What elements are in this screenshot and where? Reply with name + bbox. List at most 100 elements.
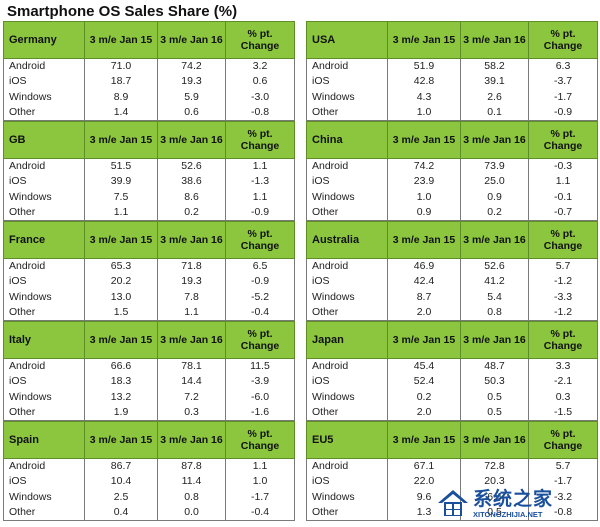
- share-jan-15: 1.1: [84, 205, 158, 221]
- share-jan-16: 0.6: [157, 105, 226, 121]
- os-name: Android: [3, 458, 85, 474]
- share-jan-15: 2.0: [387, 305, 461, 321]
- os-name: Windows: [306, 489, 388, 505]
- share-jan-15: 1.0: [387, 105, 461, 121]
- share-jan-15: 46.9: [387, 258, 461, 274]
- share-change: 1.1: [225, 458, 295, 474]
- os-name: iOS: [306, 74, 388, 90]
- share-jan-15: 8.9: [84, 89, 158, 105]
- share-jan-15: 86.7: [84, 458, 158, 474]
- header-period-2: 3 m/e Jan 16: [157, 221, 226, 259]
- share-jan-16: 7.2: [157, 389, 226, 405]
- share-change: -1.5: [528, 405, 598, 421]
- share-change: 5.7: [528, 458, 598, 474]
- table-row: Android 86.7 87.8 1.1: [3, 458, 295, 474]
- table-row: Windows 7.5 8.6 1.1: [3, 189, 295, 205]
- share-change: -1.2: [528, 305, 598, 321]
- table-china: China 3 m/e Jan 15 3 m/e Jan 16% pt. Chang…: [306, 121, 598, 221]
- share-jan-15: 20.2: [84, 274, 158, 290]
- share-jan-16: 2.6: [460, 89, 529, 105]
- table-row: iOS 52.4 50.3 -2.1: [306, 374, 598, 390]
- os-name: Windows: [306, 289, 388, 305]
- share-jan-15: 0.2: [387, 389, 461, 405]
- header-period-2: 3 m/e Jan 16: [460, 221, 529, 259]
- os-name: Windows: [3, 389, 85, 405]
- header-period-2: 3 m/e Jan 16: [460, 421, 529, 459]
- table-row: Windows 2.5 0.8 -1.7: [3, 489, 295, 505]
- header-period-2: 3 m/e Jan 16: [157, 321, 226, 359]
- share-jan-16: 19.3: [157, 74, 226, 90]
- share-jan-16: 0.5: [460, 389, 529, 405]
- share-change: 0.3: [528, 389, 598, 405]
- table-australia: Australia 3 m/e Jan 15 3 m/e Jan 16% pt. C…: [306, 221, 598, 321]
- country-name: Spain: [3, 421, 85, 459]
- share-jan-15: 13.2: [84, 389, 158, 405]
- share-change: -0.8: [225, 105, 295, 121]
- share-jan-15: 8.7: [387, 289, 461, 305]
- country-name: Italy: [3, 321, 85, 359]
- header-change: % pt. Change: [225, 21, 295, 59]
- table-row: iOS 22.0 20.3 -1.7: [306, 474, 598, 490]
- share-jan-16: 39.1: [460, 74, 529, 90]
- table-row: Other 2.0 0.8 -1.2: [306, 305, 598, 321]
- table-eu5: EU5 3 m/e Jan 15 3 m/e Jan 16% pt. Change A…: [306, 421, 598, 521]
- share-change: 1.1: [225, 158, 295, 174]
- share-jan-15: 45.4: [387, 358, 461, 374]
- share-jan-15: 18.7: [84, 74, 158, 90]
- share-jan-15: 1.0: [387, 189, 461, 205]
- share-jan-16: 41.2: [460, 274, 529, 290]
- share-change: -1.7: [528, 474, 598, 490]
- header-change: % pt. Change: [225, 121, 295, 159]
- share-jan-16: 52.6: [460, 258, 529, 274]
- table-row: iOS 23.9 25.0 1.1: [306, 174, 598, 190]
- header-row: Germany 3 m/e Jan 15 3 m/e Jan 16% pt. Cha…: [3, 21, 295, 59]
- table-row: iOS 42.8 39.1 -3.7: [306, 74, 598, 90]
- os-name: Windows: [3, 189, 85, 205]
- share-jan-16: 20.3: [460, 474, 529, 490]
- table-row: Windows 0.2 0.5 0.3: [306, 389, 598, 405]
- share-change: 0.6: [225, 74, 295, 90]
- header-change: % pt. Change: [528, 121, 598, 159]
- share-jan-15: 67.1: [387, 458, 461, 474]
- share-change: 1.1: [225, 189, 295, 205]
- share-change: -0.1: [528, 189, 598, 205]
- header-period-2: 3 m/e Jan 16: [460, 21, 529, 59]
- header-change: % pt. Change: [225, 421, 295, 459]
- os-name: Windows: [306, 89, 388, 105]
- header-period-2: 3 m/e Jan 16: [460, 121, 529, 159]
- share-change: 5.7: [528, 258, 598, 274]
- os-name: Windows: [3, 489, 85, 505]
- os-name: Windows: [306, 189, 388, 205]
- header-change: % pt. Change: [225, 321, 295, 359]
- share-jan-15: 0.9: [387, 205, 461, 221]
- country-name: Germany: [3, 21, 85, 59]
- share-change: -3.7: [528, 74, 598, 90]
- share-jan-15: 7.5: [84, 189, 158, 205]
- header-period-2: 3 m/e Jan 16: [157, 121, 226, 159]
- share-change: -0.7: [528, 205, 598, 221]
- table-row: Windows 9.6 6.4 -3.2: [306, 489, 598, 505]
- country-name: Australia: [306, 221, 388, 259]
- share-change: -0.4: [225, 305, 295, 321]
- table-row: Android 67.1 72.8 5.7: [306, 458, 598, 474]
- share-jan-15: 39.9: [84, 174, 158, 190]
- share-jan-15: 18.3: [84, 374, 158, 390]
- share-jan-15: 4.3: [387, 89, 461, 105]
- share-jan-16: 1.1: [157, 305, 226, 321]
- header-period-1: 3 m/e Jan 15: [84, 221, 158, 259]
- share-jan-15: 1.9: [84, 405, 158, 421]
- header-period-2: 3 m/e Jan 16: [157, 421, 226, 459]
- left-column: Germany 3 m/e Jan 15 3 m/e Jan 16% pt. Cha…: [3, 21, 295, 521]
- share-jan-16: 71.8: [157, 258, 226, 274]
- table-row: iOS 10.4 11.4 1.0: [3, 474, 295, 490]
- table-spain: Spain 3 m/e Jan 15 3 m/e Jan 16% pt. Chang…: [3, 421, 295, 521]
- share-jan-15: 10.4: [84, 474, 158, 490]
- share-jan-15: 0.4: [84, 505, 158, 521]
- table-row: Other 0.4 0.0 -0.4: [3, 505, 295, 521]
- country-name: USA: [306, 21, 388, 59]
- table-row: Android 71.0 74.2 3.2: [3, 58, 295, 74]
- share-change: -0.9: [225, 205, 295, 221]
- share-jan-15: 52.4: [387, 374, 461, 390]
- share-jan-15: 22.0: [387, 474, 461, 490]
- header-period-1: 3 m/e Jan 15: [84, 421, 158, 459]
